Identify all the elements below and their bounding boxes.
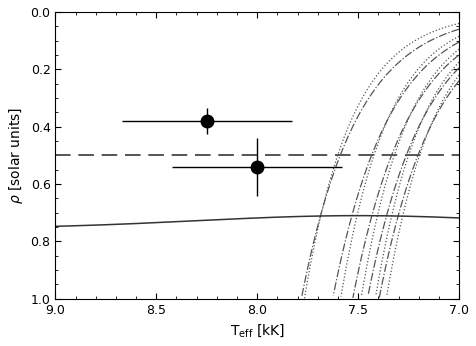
X-axis label: T$_{\rm eff}$ [kK]: T$_{\rm eff}$ [kK] (229, 322, 285, 339)
Y-axis label: $\rho$ [solar units]: $\rho$ [solar units] (7, 107, 25, 204)
